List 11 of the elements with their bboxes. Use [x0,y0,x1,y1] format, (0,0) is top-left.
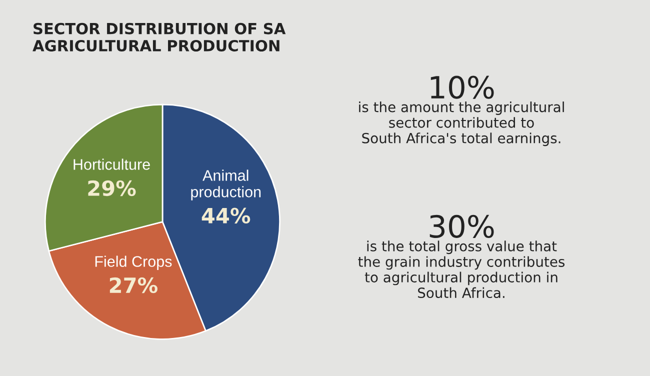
slice-label: Animal production [191,170,261,200]
slice-label: Horticulture [74,158,150,170]
text: is the total gross value that the grain industry contributes to agricultural production in South Africa. [358,240,565,298]
text: 30% [430,214,494,238]
slice-label: Field Crops [95,256,172,270]
chart-title: SECTOR DISTRIBUTION OF SA AGRICULTURAL PRODUCTION [32,22,286,52]
data-label: 29% [88,180,136,196]
data-label: 27% [110,277,158,294]
text: is the amount the agricultural sector contributed to South Africa's total earnings. [359,102,564,146]
data-label: 44% [202,208,250,224]
text: 10% [430,76,494,99]
